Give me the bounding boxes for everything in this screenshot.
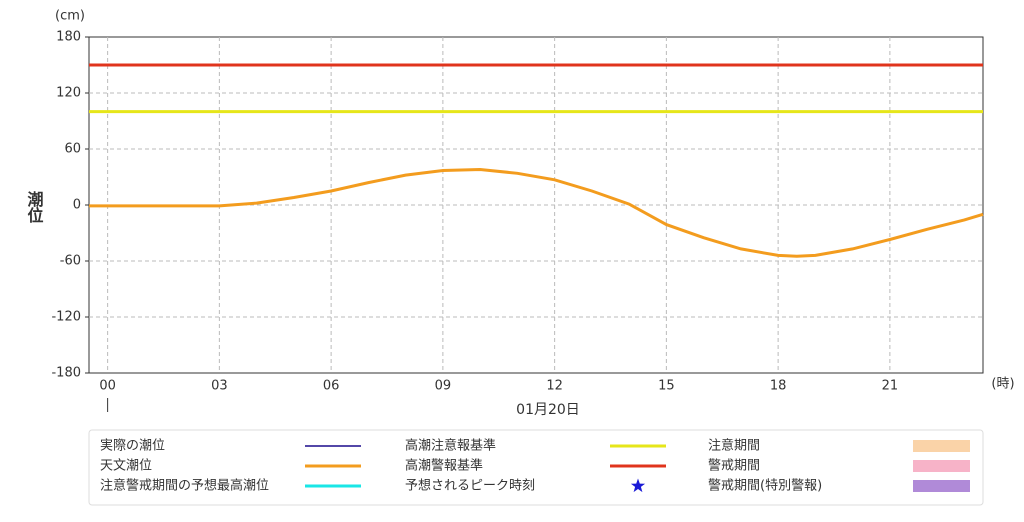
legend-box <box>88 429 984 506</box>
y-tick-label: 180 <box>56 30 81 45</box>
y-tick-label: -120 <box>51 310 81 325</box>
y-tick-label: -60 <box>60 254 81 269</box>
legend-label: 注意警戒期間の予想最高潮位 <box>100 478 269 494</box>
legend-swatch <box>630 478 646 493</box>
x-tick-label: 21 <box>882 379 899 394</box>
x-tick-label: 12 <box>546 379 563 394</box>
y-tick-label: -180 <box>51 366 81 381</box>
legend-label: 天文潮位 <box>100 459 152 474</box>
legend-label: 実際の潮位 <box>100 438 165 454</box>
legend-label: 高潮警報基準 <box>405 458 483 474</box>
x-tick-label: 18 <box>770 379 787 394</box>
x-tick-label: 06 <box>323 379 340 394</box>
legend-swatch <box>913 440 970 452</box>
legend-label: 予想されるピーク時刻 <box>405 478 535 494</box>
x-tick-label: 03 <box>211 379 228 394</box>
y-unit: (cm) <box>55 9 85 24</box>
date-label: 01月20日 <box>516 402 580 418</box>
legend-label: 警戒期間 <box>708 458 760 474</box>
x-tick-label: 00 <box>99 379 116 394</box>
legend-label: 警戒期間(特別警報) <box>708 478 822 494</box>
y-tick-label: 60 <box>64 142 81 157</box>
y-tick-label: 120 <box>56 86 81 101</box>
legend-swatch <box>913 480 970 492</box>
legend-swatch <box>913 460 970 472</box>
x-tick-label: 15 <box>658 379 675 394</box>
x-unit: (時) <box>991 377 1014 392</box>
y-tick-label: 0 <box>73 198 81 213</box>
legend-label: 高潮注意報基準 <box>405 438 496 454</box>
legend-label: 注意期間 <box>708 438 760 454</box>
y-axis-label: 潮位 <box>25 190 44 224</box>
x-tick-label: 09 <box>435 379 452 394</box>
tide-line <box>89 167 984 258</box>
